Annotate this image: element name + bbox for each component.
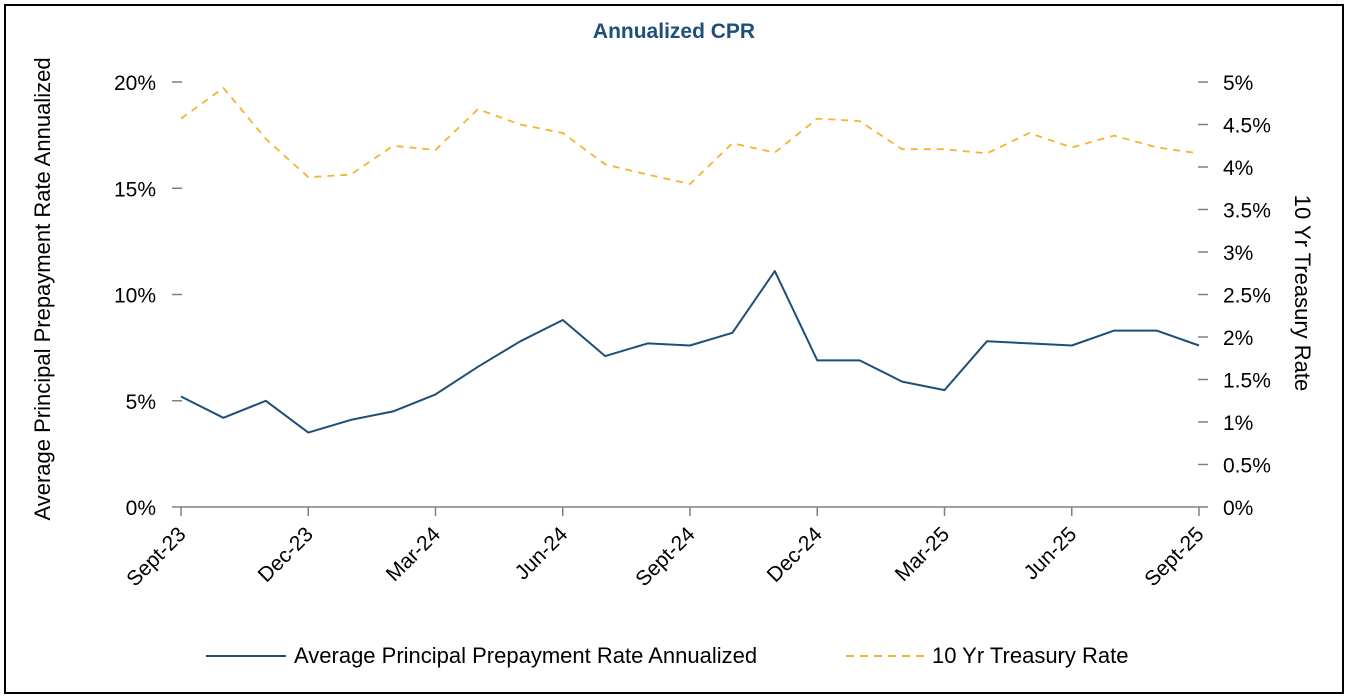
right-tick-label: 1% bbox=[1223, 412, 1253, 435]
x-axis: Sept-23 Dec-23 Mar-24 Jun-24 Sept-24 Dec-24 Ma… bbox=[122, 506, 1209, 591]
right-tick-label: 1.5% bbox=[1223, 370, 1271, 393]
right-tick-label: 3.5% bbox=[1223, 200, 1271, 223]
x-tick-label: Sept-23 bbox=[122, 523, 190, 591]
x-tick-label: Mar-24 bbox=[382, 523, 446, 587]
x-tick-label: Dec-23 bbox=[254, 523, 318, 587]
x-tick-label: Sept-25 bbox=[1140, 523, 1208, 591]
legend-label-treasury: 10 Yr Treasury Rate bbox=[932, 643, 1128, 668]
right-tick-label: 4% bbox=[1223, 157, 1253, 180]
y-axis-label-left: Average Principal Prepayment Rate Annual… bbox=[30, 57, 55, 520]
series-layer bbox=[180, 87, 1200, 434]
legend-label-prepayment: Average Principal Prepayment Rate Annual… bbox=[294, 643, 757, 668]
left-tick-label: 15% bbox=[114, 178, 156, 201]
right-tick-label: 3% bbox=[1223, 242, 1253, 265]
x-tick-label: Dec-24 bbox=[763, 523, 827, 587]
chart-frame: Annualized CPR Average Principal Prepaym… bbox=[4, 4, 1344, 694]
left-tick-label: 5% bbox=[126, 391, 156, 414]
chart-svg: Annualized CPR Average Principal Prepaym… bbox=[30, 20, 1315, 668]
legend: Average Principal Prepayment Rate Annual… bbox=[206, 643, 1128, 668]
left-tick-label: 0% bbox=[126, 497, 156, 520]
right-tick-label: 2.5% bbox=[1223, 285, 1271, 308]
right-tick-label: 4.5% bbox=[1223, 115, 1271, 138]
left-axis-ticks: 0% 5% 10% 15% 20% bbox=[114, 72, 182, 520]
series-line-treasury bbox=[180, 87, 1200, 185]
right-axis-ticks: 0% 0.5% 1% 1.5% 2% 2.5% 3% 3.5% 4% 4.5% 5% bbox=[1198, 72, 1271, 520]
right-tick-label: 2% bbox=[1223, 327, 1253, 350]
left-tick-label: 10% bbox=[114, 285, 156, 308]
series-line-prepayment bbox=[180, 270, 1200, 434]
chart-title: Annualized CPR bbox=[593, 20, 755, 43]
x-tick-label: Jun-24 bbox=[511, 523, 573, 585]
left-tick-label: 20% bbox=[114, 72, 156, 95]
right-tick-label: 5% bbox=[1223, 72, 1253, 95]
right-tick-label: 0% bbox=[1223, 497, 1253, 520]
x-tick-label: Jun-25 bbox=[1020, 523, 1082, 585]
x-tick-label: Sept-24 bbox=[631, 523, 699, 591]
x-tick-label: Mar-25 bbox=[891, 523, 954, 586]
y-axis-label-right: 10 Yr Treasury Rate bbox=[1290, 195, 1315, 391]
right-tick-label: 0.5% bbox=[1223, 455, 1271, 478]
